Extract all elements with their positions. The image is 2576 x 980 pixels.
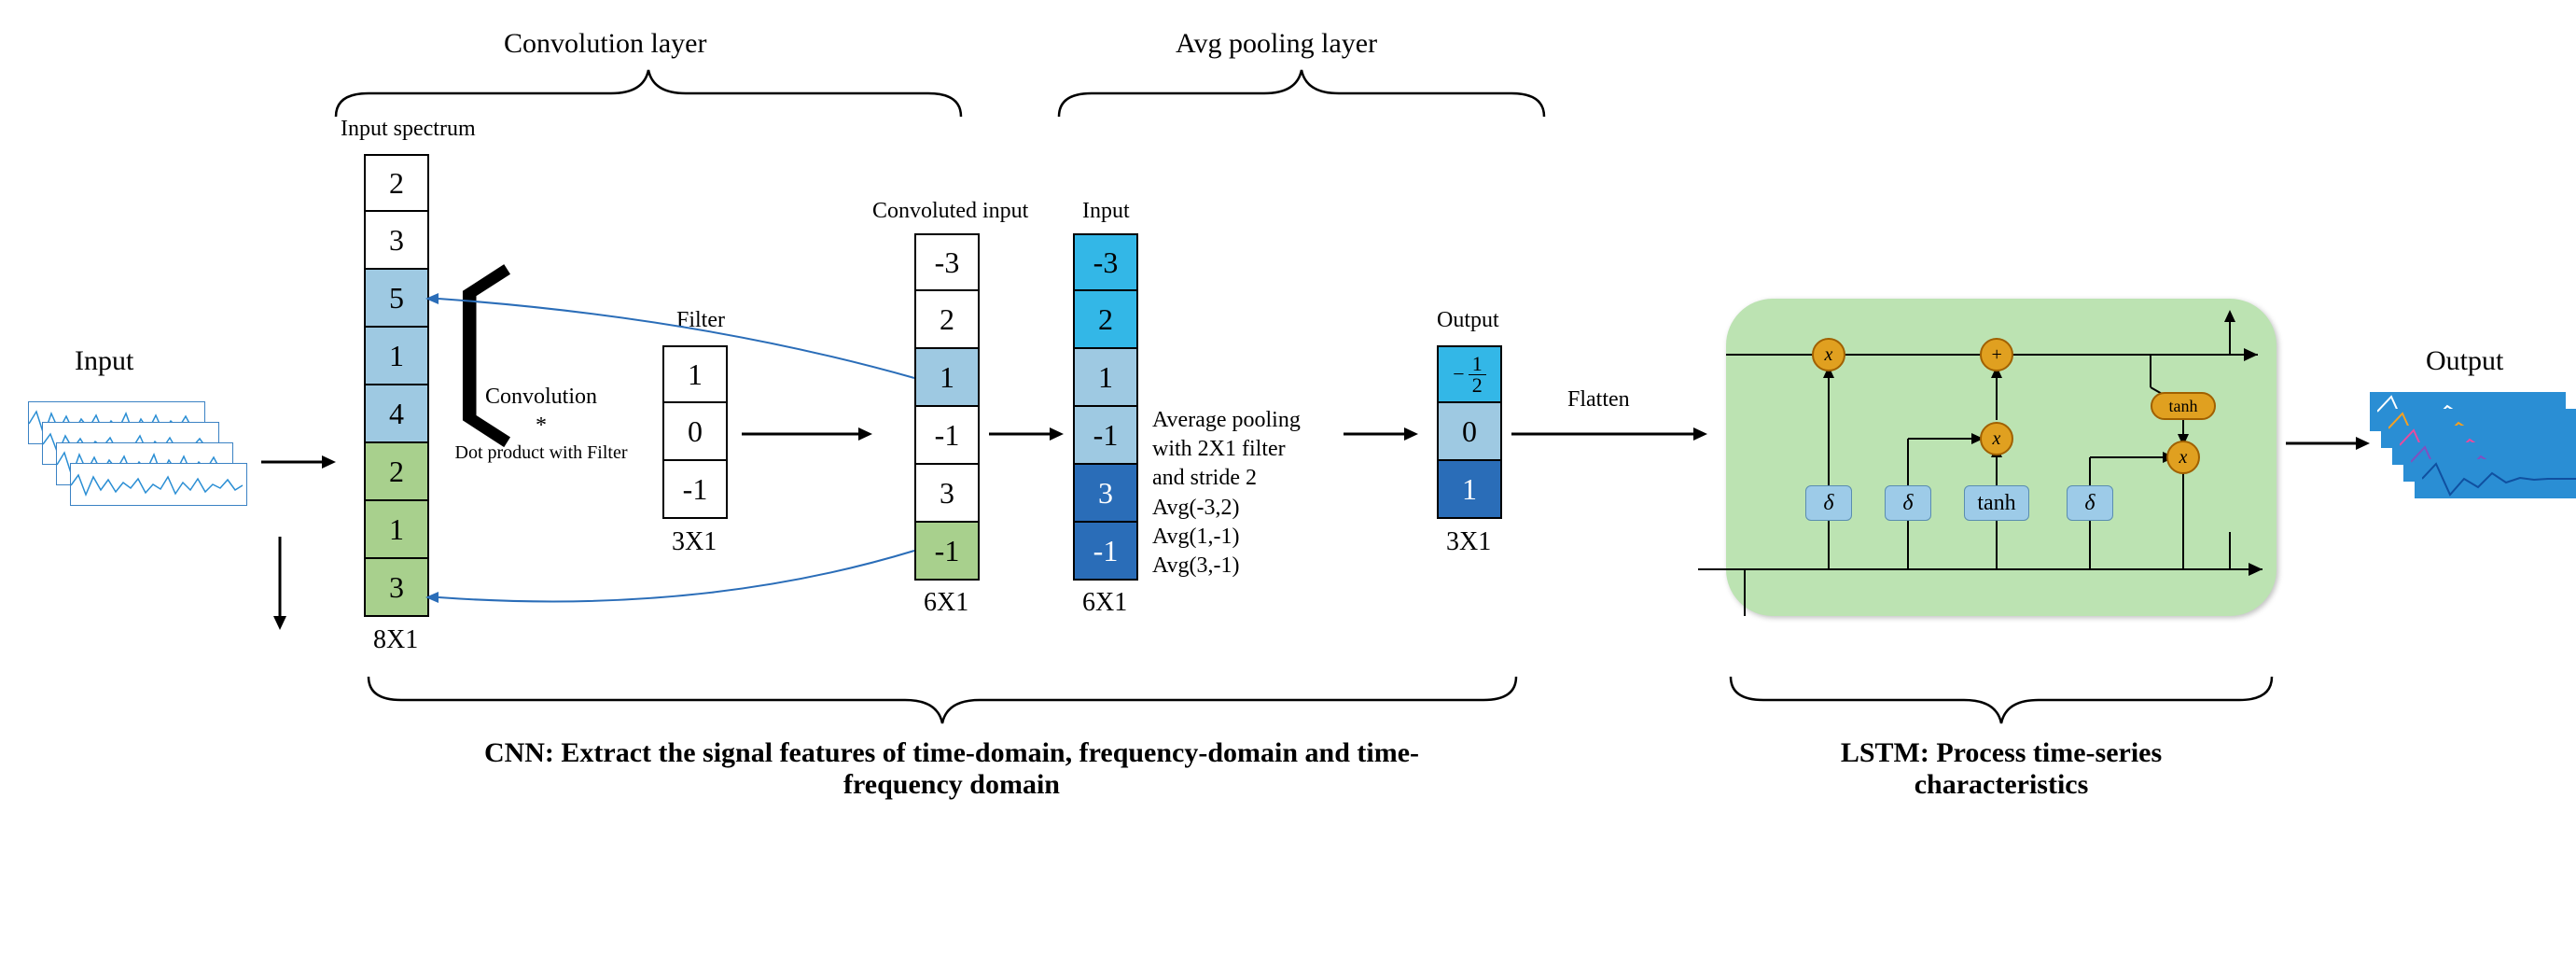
lstm-tanh2: tanh xyxy=(2151,392,2216,420)
pool-detail1: with 2X1 filter xyxy=(1152,435,1358,464)
pool-input-label: Input xyxy=(1082,199,1130,224)
cell: 2 xyxy=(364,154,429,212)
brace-conv-layer xyxy=(331,65,966,121)
lstm-sigma3: δ xyxy=(2067,485,2113,521)
dim-8x1: 8X1 xyxy=(373,625,418,655)
flatten-label: Flatten xyxy=(1567,387,1630,413)
lstm-mult1: x xyxy=(1812,338,1845,371)
input-spectrum-label: Input spectrum xyxy=(341,117,476,142)
cell: 1 xyxy=(1073,349,1138,407)
brace-pool-layer xyxy=(1054,65,1549,121)
arrow-conv-pool xyxy=(989,420,1064,448)
cell: 3 xyxy=(1073,465,1138,523)
arrow-lstm-out xyxy=(2286,429,2370,457)
cell: -3 xyxy=(914,233,980,291)
lstm-mult2: x xyxy=(1980,422,2013,455)
arrow-down xyxy=(266,537,294,630)
dim-3x1-out: 3X1 xyxy=(1446,527,1491,557)
lstm-mult3: x xyxy=(2166,441,2200,474)
pool-output-label: Output xyxy=(1437,308,1499,333)
avg1: Avg(-3,2) xyxy=(1152,494,1358,523)
cell: -3 xyxy=(1073,233,1138,291)
cell: -1 xyxy=(1073,523,1138,581)
lstm-add: + xyxy=(1980,338,2013,371)
cell: -1 xyxy=(1073,407,1138,465)
brace-cnn xyxy=(364,672,1521,728)
output-stack xyxy=(2370,392,2576,541)
convoluted-col: -3 2 1 -1 3 -1 xyxy=(914,233,980,581)
pool-layer-label: Avg pooling layer xyxy=(1176,28,1377,60)
pool-detail2: and stride 2 xyxy=(1152,464,1358,493)
arrow-flatten xyxy=(1511,420,1707,448)
cell: -1 xyxy=(914,407,980,465)
cell: 1 xyxy=(1437,461,1502,519)
cell-frac: − 1 2 xyxy=(1437,345,1502,403)
cnn-caption: CNN: Extract the signal features of time… xyxy=(457,737,1446,801)
cell: -1 xyxy=(914,523,980,581)
arrow-input-spectrum xyxy=(261,448,336,476)
curved-arrows xyxy=(420,271,924,607)
output-label: Output xyxy=(2426,345,2503,377)
lstm-sigma2: δ xyxy=(1885,485,1931,521)
lstm-bottom-input xyxy=(1689,551,1763,625)
convoluted-label: Convoluted input xyxy=(872,199,1028,224)
lstm-cell: x + x x tanh δ δ tanh δ xyxy=(1726,299,2277,616)
avg2: Avg(1,-1) xyxy=(1152,523,1358,552)
avg3: Avg(3,-1) xyxy=(1152,552,1358,581)
lstm-caption: LSTM: Process time-series characteristic… xyxy=(1763,737,2239,801)
cnn-lstm-diagram: Convolution layer Avg pooling layer Inpu… xyxy=(19,19,2557,961)
avg-pool-line: Average pooling xyxy=(1152,406,1358,435)
avg-pool-text: Average pooling with 2X1 filter and stri… xyxy=(1152,406,1358,581)
cell: 2 xyxy=(1073,291,1138,349)
cell: 3 xyxy=(914,465,980,523)
pool-output-col: − 1 2 0 1 xyxy=(1437,345,1502,519)
cell: 2 xyxy=(914,291,980,349)
conv-layer-label: Convolution layer xyxy=(504,28,706,60)
lstm-sigma1: δ xyxy=(1805,485,1852,521)
cell: 1 xyxy=(914,349,980,407)
dim-6x1-conv: 6X1 xyxy=(924,588,968,618)
lstm-tanh1: tanh xyxy=(1964,485,2029,521)
cell: 0 xyxy=(1437,403,1502,461)
brace-lstm xyxy=(1726,672,2277,728)
arrow-poolin-poolout xyxy=(1344,420,1418,448)
input-waves xyxy=(28,401,252,532)
dim-6x1-pool: 6X1 xyxy=(1082,588,1127,618)
pool-input-col: -3 2 1 -1 3 -1 xyxy=(1073,233,1138,581)
input-label: Input xyxy=(75,345,133,377)
